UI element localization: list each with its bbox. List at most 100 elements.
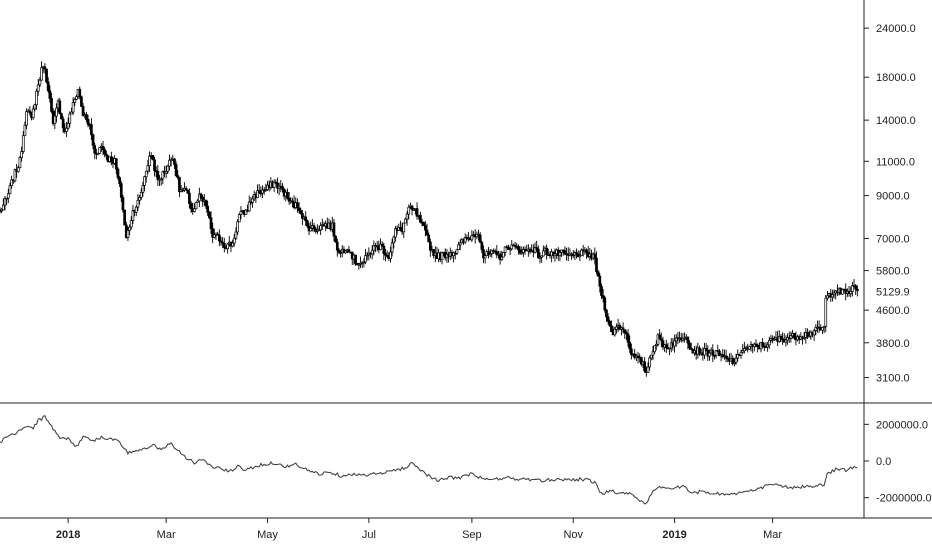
price-candle: [502, 251, 505, 258]
candle-body: [354, 254, 357, 264]
candle-body: [119, 183, 123, 198]
price-candle: [733, 358, 736, 367]
time-axis: 2018 Mar May Jul Sep Nov 2019 Mar: [56, 518, 782, 541]
price-candle: [711, 344, 715, 363]
candle-body: [332, 222, 336, 237]
price-candle: [357, 262, 361, 270]
price-candle: [500, 250, 504, 262]
candle-body: [540, 255, 544, 258]
candle-body: [50, 98, 53, 112]
price-candle: [713, 354, 716, 360]
candle-body: [55, 107, 58, 117]
candle-body: [247, 201, 251, 212]
x-tick-label: Sep: [462, 529, 482, 541]
price-candle: [668, 347, 671, 356]
price-candle: [718, 348, 721, 357]
candle-body: [507, 246, 510, 250]
candle-body: [40, 67, 43, 81]
candle-body: [389, 251, 392, 259]
price-candle: [90, 118, 93, 141]
price-candle: [222, 237, 226, 253]
candle-body: [522, 248, 525, 253]
candle-body: [480, 241, 484, 250]
price-candle: [13, 168, 17, 183]
price-candle: [354, 254, 357, 266]
price-candle: [236, 218, 239, 235]
price-candle: [605, 308, 608, 322]
price-candle: [16, 165, 20, 173]
candle-body: [856, 288, 859, 291]
candle-body: [831, 294, 834, 298]
price-pane[interactable]: [0, 61, 859, 377]
price-candle: [43, 63, 47, 74]
candle-body: [585, 249, 588, 253]
price-candle: [600, 283, 603, 300]
candle-body: [648, 357, 652, 368]
price-candle: [101, 140, 105, 156]
price-candle: [176, 170, 180, 180]
price-candle: [623, 329, 627, 339]
candle-body: [812, 330, 816, 336]
price-candle: [61, 116, 65, 134]
price-candle: [335, 238, 339, 257]
price-y-tick-label: 9000.0: [876, 191, 910, 203]
price-candle: [382, 242, 386, 261]
price-candle: [767, 336, 771, 349]
candle-body: [101, 145, 105, 151]
candle-body: [264, 189, 268, 191]
candle-body: [90, 124, 93, 136]
price-candle: [648, 355, 652, 371]
candle-body: [553, 253, 557, 256]
price-y-tick-label: 24000.0: [876, 23, 916, 35]
candle-body: [658, 334, 661, 340]
price-candle: [533, 242, 537, 254]
candle-body: [490, 250, 494, 255]
indicator-y-tick-label: 2000000.0: [876, 419, 928, 431]
candle-body: [390, 242, 394, 253]
candle-body: [104, 153, 108, 157]
candle-body: [736, 354, 740, 359]
price-candle: [66, 117, 70, 130]
price-candle: [419, 211, 422, 224]
indicator-pane[interactable]: [0, 415, 858, 505]
candle-body: [487, 251, 490, 255]
candle-body: [365, 254, 369, 257]
price-candle: [159, 177, 163, 186]
price-candle: [98, 147, 102, 154]
candle-body: [93, 145, 97, 154]
price-candle: [630, 343, 633, 360]
price-candle: [257, 183, 261, 194]
candle-body: [772, 338, 776, 341]
candle-body: [380, 243, 384, 247]
price-candle: [193, 203, 196, 213]
price-candle: [766, 341, 769, 352]
candle-body: [618, 324, 622, 330]
price-candle: [399, 220, 402, 232]
candle-body: [20, 151, 23, 158]
price-candle: [743, 341, 746, 354]
indicator-series-line: [0, 415, 858, 505]
price-candle: [114, 158, 118, 175]
price-candle: [553, 248, 557, 262]
price-candle: [194, 201, 198, 210]
price-candle: [806, 328, 809, 339]
price-candle: [226, 242, 229, 254]
candle-body: [541, 250, 545, 257]
candle-body: [399, 227, 402, 230]
candle-body: [407, 206, 411, 215]
candle-body: [98, 147, 102, 154]
price-candle: [319, 222, 323, 236]
price-candle: [754, 339, 758, 348]
price-candle: [80, 95, 83, 108]
candle-body: [767, 340, 771, 346]
candle-body: [221, 241, 224, 244]
candle-body: [364, 255, 367, 263]
price-candle: [247, 195, 251, 213]
price-candle: [422, 221, 426, 227]
candle-body: [802, 336, 806, 339]
candle-body: [75, 96, 78, 100]
candle-body: [673, 340, 676, 347]
candle-body: [161, 171, 165, 180]
candle-body: [166, 165, 170, 172]
price-candle: [535, 240, 539, 253]
